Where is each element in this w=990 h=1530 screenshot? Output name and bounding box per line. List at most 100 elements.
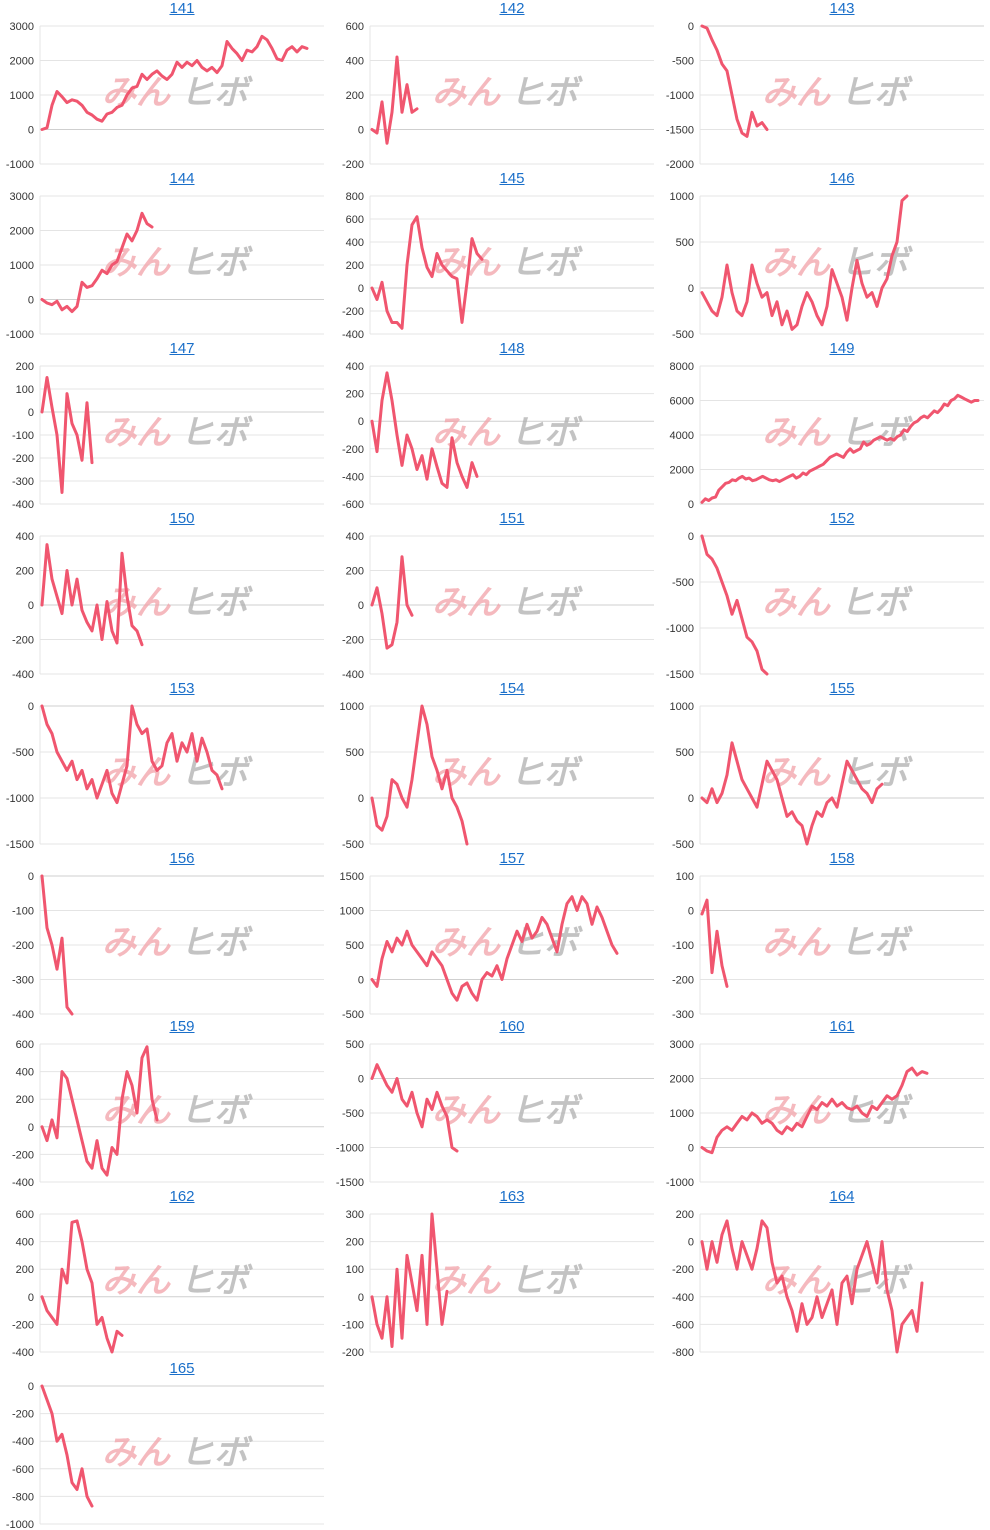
y-tick-label: 400: [16, 532, 34, 543]
chart-title-link[interactable]: 148: [499, 340, 525, 357]
y-tick-label: -400: [672, 1292, 694, 1304]
y-tick-label: -600: [342, 499, 364, 510]
y-tick-label: -1000: [666, 623, 694, 635]
chart-title-link[interactable]: 165: [169, 1360, 195, 1377]
y-tick-label: 200: [346, 260, 364, 272]
watermark-logo: ヒボ: [510, 243, 583, 283]
chart-title-link[interactable]: 158: [829, 850, 855, 867]
y-tick-label: -300: [12, 975, 34, 987]
watermark-logo: ヒボ: [180, 243, 253, 283]
y-tick-label: 600: [16, 1040, 34, 1051]
watermark-logo: みん: [762, 73, 831, 113]
y-tick-label: -1500: [336, 1177, 364, 1188]
line-chart: 0 -100 -200 -300 -400 みん ヒボ: [12, 872, 324, 1020]
y-tick-label: 400: [16, 1237, 34, 1249]
watermark-logo: ヒボ: [180, 1433, 253, 1473]
y-tick-label: 0: [688, 532, 694, 543]
chart-title-link[interactable]: 163: [499, 1188, 525, 1205]
chart-title-link[interactable]: 149: [829, 340, 855, 357]
y-tick-label: -200: [12, 1149, 34, 1161]
watermark-logo: みん: [102, 1433, 171, 1473]
y-tick-label: -400: [342, 471, 364, 483]
y-tick-label: -1500: [666, 669, 694, 680]
chart-title-link[interactable]: 141: [169, 0, 195, 17]
chart-title-link[interactable]: 144: [169, 170, 195, 187]
chart-title-link[interactable]: 152: [829, 510, 855, 527]
y-tick-label: 0: [358, 283, 364, 295]
chart-title-link[interactable]: 159: [169, 1018, 195, 1035]
watermark-logo: ヒボ: [840, 1091, 913, 1131]
y-tick-label: 500: [346, 940, 364, 952]
chart-title-link[interactable]: 162: [169, 1188, 195, 1205]
y-tick-label: -200: [342, 159, 364, 170]
line-chart: 3000 2000 1000 0 -1000 みん ヒボ: [6, 22, 324, 170]
y-tick-label: 200: [676, 1210, 694, 1221]
watermark-logo: みん: [432, 1091, 501, 1131]
series-line: [370, 895, 619, 1002]
line-chart: 400 200 0 -200 -400 みん ヒボ: [342, 532, 654, 680]
y-tick-label: -500: [342, 1108, 364, 1120]
chart-title-link[interactable]: 154: [499, 680, 525, 697]
chart-cell: 159 600 400 200 0 -200 -400 みん ヒボ: [0, 1018, 330, 1188]
y-tick-label: 0: [688, 283, 694, 295]
chart-title-link[interactable]: 147: [169, 340, 195, 357]
y-tick-label: 6000: [670, 396, 694, 408]
chart-title-link[interactable]: 160: [499, 1018, 525, 1035]
chart-title-link[interactable]: 156: [169, 850, 195, 867]
y-tick-label: 400: [346, 237, 364, 249]
y-tick-label: -500: [342, 1009, 364, 1020]
y-tick-label: 0: [28, 1292, 34, 1304]
chart-cell: 143 0 -500 -1000 -1500 -2000 みん ヒボ: [660, 0, 990, 170]
y-tick-label: 0: [358, 1292, 364, 1304]
chart-cell: 157 1500 1000 500 0 -500 みん ヒボ: [330, 850, 660, 1020]
chart-title-link[interactable]: 143: [829, 0, 855, 17]
line-chart: 1500 1000 500 0 -500 みん ヒボ: [340, 872, 654, 1020]
chart-title-link[interactable]: 142: [499, 0, 525, 17]
chart-cell: 155 1000 500 0 -500 みん ヒボ: [660, 680, 990, 850]
series-line: [370, 215, 484, 330]
watermark-logo: ヒボ: [510, 1261, 583, 1301]
series-line: [370, 1212, 449, 1348]
y-tick-label: -1000: [336, 1143, 364, 1155]
chart-title-link[interactable]: 146: [829, 170, 855, 187]
series-line: [40, 1219, 124, 1354]
chart-cell: 165 0 -200 -400 -600 -800 -1000 みん ヒボ: [0, 1360, 330, 1530]
y-tick-label: 0: [28, 1382, 34, 1393]
y-tick-label: 2000: [670, 465, 694, 477]
y-tick-label: -100: [342, 1319, 364, 1331]
y-tick-label: 1000: [10, 260, 34, 272]
chart-title-link[interactable]: 151: [499, 510, 525, 527]
chart-cell: 144 3000 2000 1000 0 -1000 みん ヒボ: [0, 170, 330, 340]
y-tick-label: -200: [342, 444, 364, 456]
series-line: [370, 371, 479, 489]
line-chart: 400 200 0 -200 -400 -600 みん ヒボ: [342, 362, 654, 510]
y-tick-label: 0: [688, 1237, 694, 1249]
chart-cell: 158 100 0 -100 -200 -300 みん ヒボ: [660, 850, 990, 1020]
line-chart: 300 200 100 0 -100 -200 みん ヒボ: [342, 1210, 654, 1358]
line-chart: 0 -200 -400 -600 -800 -1000 みん ヒボ: [6, 1382, 324, 1530]
chart-title-link[interactable]: 157: [499, 850, 525, 867]
y-tick-label: 100: [676, 872, 694, 883]
watermark-logo: ヒボ: [510, 923, 583, 963]
chart-title-link[interactable]: 155: [829, 680, 855, 697]
y-tick-label: 100: [16, 384, 34, 396]
chart-cell: 162 600 400 200 0 -200 -400 みん ヒボ: [0, 1188, 330, 1358]
chart-title-link[interactable]: 150: [169, 510, 195, 527]
watermark-logo: ヒボ: [180, 1091, 253, 1131]
chart-title-link[interactable]: 161: [829, 1018, 855, 1035]
y-tick-label: -200: [12, 635, 34, 647]
y-tick-label: 0: [358, 416, 364, 428]
y-tick-label: -1000: [6, 1519, 34, 1530]
y-tick-label: 500: [346, 1040, 364, 1051]
watermark-logo: ヒボ: [510, 73, 583, 113]
chart-title-link[interactable]: 153: [169, 680, 195, 697]
watermark-logo: みん: [762, 583, 831, 623]
y-tick-label: 4000: [670, 430, 694, 442]
series-line: [40, 34, 309, 131]
chart-title-link[interactable]: 164: [829, 1188, 855, 1205]
chart-title-link[interactable]: 145: [499, 170, 525, 187]
watermark-logo: みん: [762, 923, 831, 963]
y-tick-label: 200: [346, 389, 364, 401]
